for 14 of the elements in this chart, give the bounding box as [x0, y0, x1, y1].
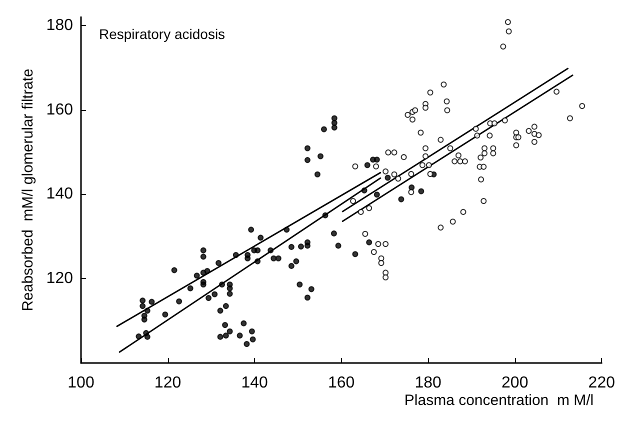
y-tick-label: 160: [46, 101, 74, 118]
y-tick-label: 140: [46, 186, 74, 203]
y-tick-label: 120: [46, 270, 74, 288]
x-tick-label: 220: [588, 374, 616, 392]
x-tick-label: 120: [154, 374, 182, 392]
y-axis-title: Reabsorbed mM/l glomerular filtrate: [19, 68, 36, 312]
x-tick-label: 140: [241, 374, 268, 392]
x-tick-label: 200: [502, 374, 528, 392]
x-tick-label: 100: [68, 374, 94, 392]
y-tick-label: 180: [46, 16, 74, 34]
x-tick-label: 180: [414, 374, 442, 392]
text: Respiratory acidosis: [99, 26, 226, 42]
x-tick-label: 160: [328, 374, 355, 392]
x-axis-title: Plasma concentration m M/l: [404, 392, 594, 409]
